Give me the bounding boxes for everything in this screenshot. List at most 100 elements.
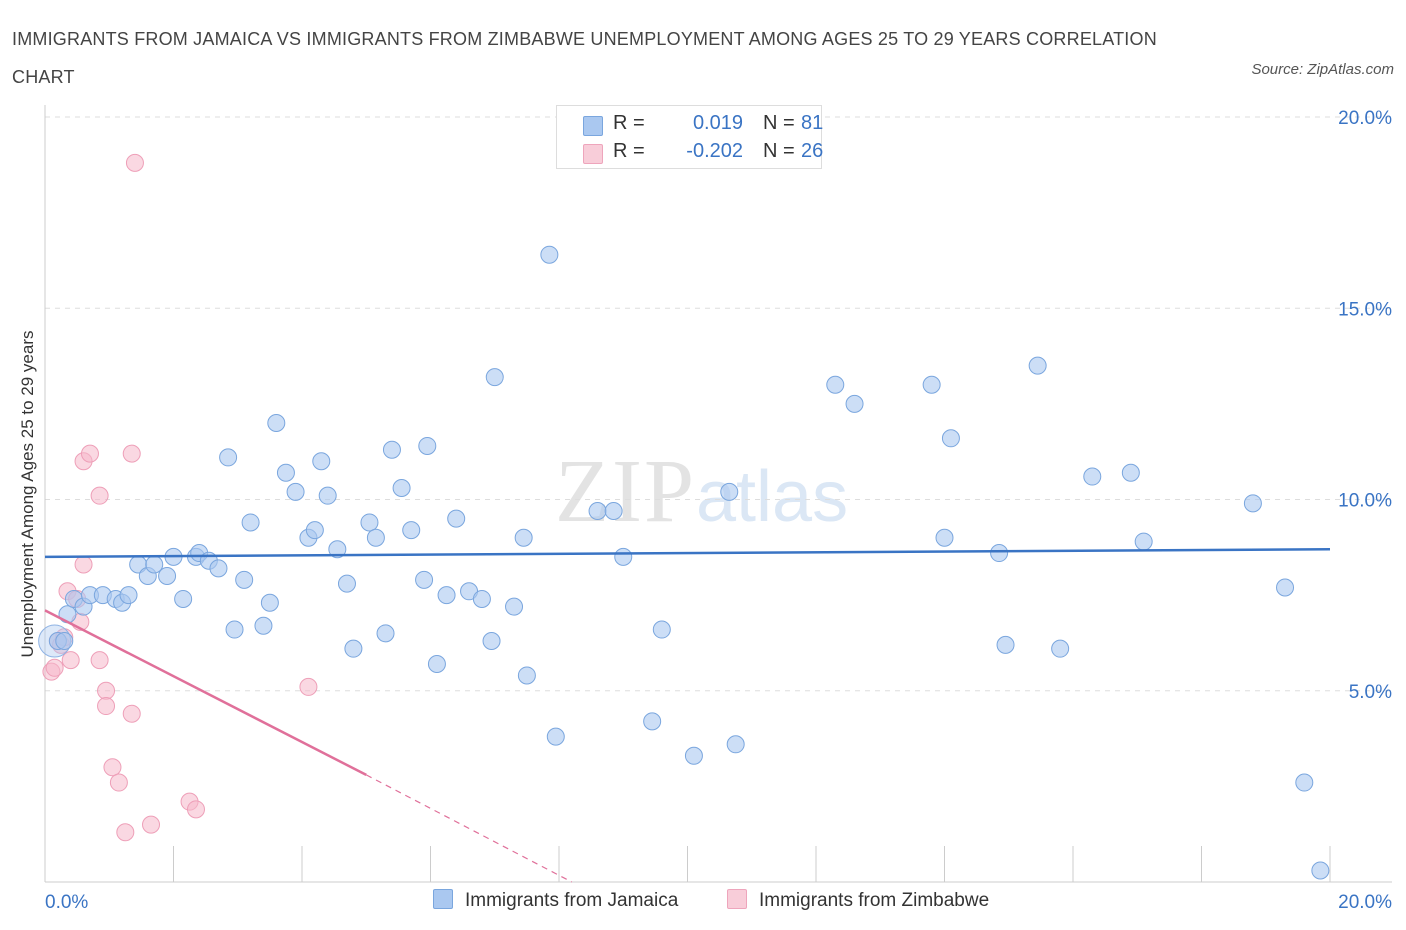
jamaica-point [55,632,74,651]
jamaica-point [485,368,504,387]
zimbabwe-point [103,758,122,777]
zimbabwe-point [125,153,144,172]
jamaica-point [546,727,565,746]
y-tick-label: 5.0% [1349,682,1392,703]
r-label: R = [613,140,645,162]
jamaica-point [1243,494,1262,513]
y-tick-label: 10.0% [1338,491,1392,512]
jamaica-point [174,589,193,608]
jamaica-point [328,540,347,559]
jamaica-point [514,528,533,547]
zimbabwe-point [116,823,135,842]
zimbabwe-point [90,651,109,670]
jamaica-r-value: 0.019 [692,112,743,134]
jamaica-point [225,620,244,639]
jamaica-point [260,593,279,612]
zimbabwe-point [80,444,99,463]
grid-lines [45,116,1392,692]
jamaica-point [922,375,941,394]
chart-title: IMMIGRANTS FROM JAMAICA VS IMMIGRANTS FR… [12,29,1157,87]
jamaica-legend-label: Immigrants from Jamaica [465,890,679,911]
jamaica-point [482,632,501,651]
jamaica-point [614,547,633,566]
jamaica-point [366,528,385,547]
jamaica-point [505,597,524,616]
jamaica-point [1295,773,1314,792]
n-label: N = [763,112,795,134]
zimbabwe-legend-swatch [727,889,747,909]
jamaica-point [254,616,273,635]
zimbabwe-point [186,800,205,819]
zimbabwe-legend-label: Immigrants from Zimbabwe [759,890,990,911]
jamaica-point [376,624,395,643]
zimbabwe-trend-extension [365,774,573,883]
jamaica-point [241,513,260,532]
zimbabwe-point [90,486,109,505]
watermark-zip: ZIP [555,442,696,541]
zimbabwe-r-value: -0.202 [686,140,743,162]
jamaica-point [344,639,363,658]
zimbabwe-point [299,677,318,696]
jamaica-point [588,501,607,520]
jamaica-point [604,501,623,520]
jamaica-point [286,482,305,501]
jamaica-point [1121,463,1140,482]
jamaica-point [415,570,434,589]
jamaica-point [517,666,536,685]
jamaica-point [990,544,1009,563]
jamaica-point [235,570,254,589]
jamaica-point [158,567,177,585]
jamaica-point [540,245,559,264]
tick-labels: 5.0% 10.0% 15.0% 20.0% 0.0% 20.0% [45,108,1392,913]
jamaica-point [720,482,739,501]
jamaica-point [219,448,238,467]
jamaica-point [1028,356,1047,375]
y-tick-label: 15.0% [1338,299,1392,320]
jamaica-trend-line [44,547,1331,559]
jamaica-legend-swatch [433,889,453,909]
jamaica-point [652,620,671,639]
jamaica-point [1311,861,1330,880]
jamaica-point [826,375,845,394]
zimbabwe-point [97,681,116,700]
jamaica-point [312,452,331,471]
jamaica-point [684,746,703,765]
jamaica-point [418,436,437,455]
zimbabwe-swatch [583,144,603,164]
jamaica-point [1051,639,1070,658]
n-label: N = [763,140,795,162]
x-tick-label-right: 20.0% [1338,892,1392,913]
jamaica-point [267,414,286,432]
jamaica-point [305,521,324,540]
jamaica-point [941,429,960,448]
zimbabwe-point [122,704,141,723]
jamaica-point [276,463,295,482]
jamaica-point [427,654,446,673]
jamaica-point [437,586,456,605]
jamaica-point [318,486,337,505]
jamaica-point [996,635,1015,654]
correlation-legend: R = 0.019 N = 81 R = -0.202 N = 26 [556,105,824,169]
axes [44,105,1392,883]
jamaica-points [38,108,1330,880]
jamaica-point [1276,578,1295,597]
zimbabwe-trend-line [44,609,367,777]
zimbabwe-point [109,773,128,792]
bottom-legend-jamaica: Immigrants from Jamaica [433,889,678,912]
jamaica-point [935,528,954,547]
x-tick-label-left: 0.0% [45,892,88,913]
jamaica-point [845,394,864,413]
zimbabwe-point [74,555,93,574]
r-label: R = [613,112,645,134]
y-axis-label: Unemployment Among Ages 25 to 29 years [18,330,37,658]
zimbabwe-point [97,697,116,716]
jamaica-point [119,586,138,605]
zimbabwe-point [122,444,141,463]
jamaica-swatch [583,116,603,136]
zimbabwe-n-value: 26 [801,140,824,162]
y-tick-label: 20.0% [1338,108,1392,129]
zimbabwe-point [61,651,80,670]
jamaica-point [209,559,228,578]
jamaica-point [1134,532,1153,551]
